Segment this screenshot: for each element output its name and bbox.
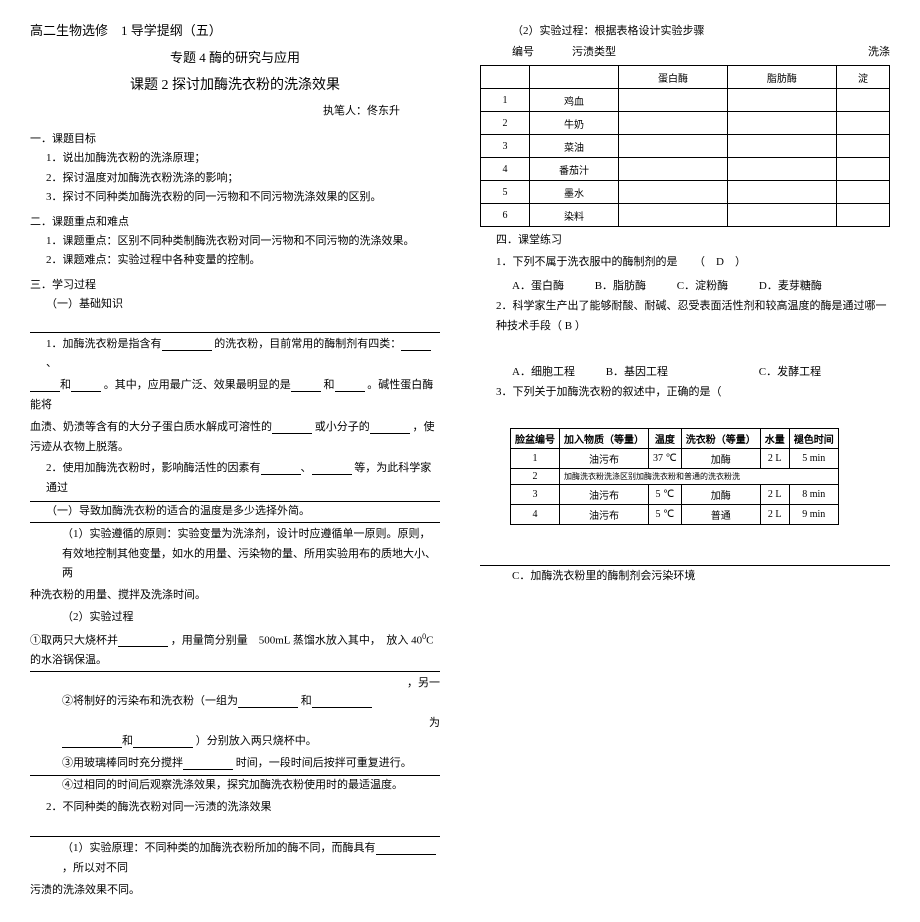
enzyme-2: 脂肪酶 [727,66,836,89]
q1-line1: 1．加酶洗衣粉是指含有 的洗衣粉，目前常用的酶制剂有四类：、 [30,335,440,375]
q1-choices: A．蛋白酶 B．脂肪酶 C．淀粉酶 D．麦芽糖酶 [480,277,890,293]
col-stain: 污渍类型 [572,44,652,62]
q1-a: A．蛋白酶 [512,280,564,292]
author: 执笔人：佟东升 [30,102,440,118]
s1-2: 2．探讨温度对加酶洗衣粉洗涤的影响； [30,170,440,188]
experiment-table: 脸盆编号 加入物质（等量） 温度 洗衣粉（等量） 水量 褪色时间 1 油污布 3… [510,428,839,525]
table-row: 2 加酶洗衣粉洗涤区别加酶洗衣粉和普通的洗衣粉洗 [511,469,839,485]
stain-table: 蛋白酶 脂肪酶 淀 1鸡血 2牛奶 3菜油 4番茄汁 5墨水 6染料 [480,65,890,227]
exp-proc: （2）实验过程：根据表格设计实验步骤 [480,22,890,42]
answer-c: C．加酶洗衣粉里的酶制剂会污染环境 [480,565,890,586]
s3-1: （一）基础知识 [30,296,440,314]
step4: ④过相同的时间后观察洗涤效果，探究加酶洗衣粉使用时的最适温度。 [30,775,440,796]
s2b: 和 [301,695,312,707]
s2a: ②将制好的污染布和洗衣粉（一组为 [62,695,238,707]
table-row: 4 油污布 5 ℃ 普通 2 L 9 min [511,505,839,525]
step1: ①取两只大烧杯并 ，用量筒分别量 500mL 蒸馏水放入其中， 放入 400C … [30,630,440,672]
left-column: 高二生物选修 1 导学提纲（五） 专题 4 酶的研究与应用 课题 2 探讨加酶洗… [30,20,440,902]
section-4: 四．课堂练习 [480,231,890,251]
q2-line: 2．使用加酶洗衣粉时，影响酶活性的因素有、 等，为此科学家通过 [30,459,440,499]
exp1b: 种洗衣粉的用量、搅拌及洗涤时间。 [30,586,440,606]
rule-line-2 [30,820,440,837]
part2: 2．不同种类的酶洗衣粉对同一污渍的洗涤效果 [30,798,440,818]
right-column: （2）实验过程：根据表格设计实验步骤 编号 污渍类型 洗涤 蛋白酶 脂肪酶 淀 … [480,20,890,902]
enzyme-header-row: 蛋白酶 脂肪酶 淀 [481,66,890,89]
q2: 2．科学家生产出了能够耐酸、耐碱、忍受表面活性剂和较高温度的酶是通过哪一种技术手… [480,297,890,337]
table-row: 1 油污布 37 ℃ 加酶 2 L 5 min [511,449,839,469]
s1b: ，用量筒分别量 500mL 蒸馏水放入其中， 放入 40 [171,634,422,646]
q1: 1．下列不属于洗衣服中的酶制剂的是 （ D ） [480,253,890,273]
q2-c: C．发酵工程 [759,366,821,378]
q3-line: （一）导致加酶洗衣粉的适合的温度是多少选择外简。 [30,501,440,523]
s2-2: 2．课题难点：实验过程中各种变量的控制。 [30,252,440,270]
p21b: ，所以对不同 [62,862,128,874]
s3b: 时间，一段时间后按拌可重复进行。 [236,757,412,769]
s1-1: 1．说出加酶洗衣粉的洗涤原理； [30,150,440,168]
col-num: 编号 [512,44,572,62]
q1-g: 血渍、奶渍等含有的大分子蛋白质水解成可溶性的 [30,421,272,433]
q2-b: B．基因工程 [606,366,668,378]
step2-cont: 和 ）分别放入两只烧杯中。 [30,732,440,752]
s2-1: 1．课题重点：区别不同种类制酶洗衣粉对同一污物和不同污物的洗涤效果。 [30,233,440,251]
table-row: 2牛奶 [481,112,890,135]
s1a: ①取两只大烧杯并 [30,634,118,646]
q2-choices: A．细胞工程 B．基因工程 C．发酵工程 [480,363,890,379]
enzyme-1: 蛋白酶 [619,66,728,89]
p2-1: （1）实验原理：不同种类的加酶洗衣粉所加的酶不同，而酶具有 ，所以对不同 [30,839,440,879]
table-row: 3 油污布 5 ℃ 加酶 2 L 8 min [511,485,839,505]
q1-a: 1．加酶洗衣粉是指含有 [46,338,162,350]
table-row: 5墨水 [481,181,890,204]
table-header-row: 编号 污渍类型 洗涤 [480,44,890,62]
doc-header: 高二生物选修 1 导学提纲（五） [30,20,440,39]
q1-c: C．淀粉酶 [677,280,728,292]
enzyme-3: 淀 [836,66,889,89]
s2e: ）分别放入两只烧杯中。 [196,735,317,747]
exp1: （1）实验遵循的原则：实验变量为洗涤剂，设计时应遵循单一原则。原则，有效地控制其… [30,525,440,584]
table-row: 3菜油 [481,135,890,158]
q2-a: 2．使用加酶洗衣粉时，影响酶活性的因素有 [46,462,261,474]
exp-header: 脸盆编号 加入物质（等量） 温度 洗衣粉（等量） 水量 褪色时间 [511,429,839,449]
exp2: （2）实验过程 [30,608,440,628]
q1-d: D．麦芽糖酶 [759,280,822,292]
hang2: 为 [30,714,440,730]
section-2: 二．课题重点和难点 [30,213,440,229]
subject-title: 专题 4 酶的研究与应用 [30,47,440,66]
q1-b: B．脂肪酶 [595,280,646,292]
q3: 3．下列关于加酶洗衣粉的叙述中，正确的是（ [480,383,890,403]
col-wash: 洗涤 [652,44,890,62]
p2-2: 污渍的洗涤效果不同。 [30,881,440,901]
q1-e: 和 [324,379,335,391]
s1-3: 3．探讨不同种类加酶洗衣粉的同一污物和不同污物洗涤效果的区别。 [30,189,440,207]
table-row: 4番茄汁 [481,158,890,181]
table-row: 6染料 [481,204,890,227]
q1-c: 和 [60,379,71,391]
q1-line2: 和 。其中，应用最广泛、效果最明显的是 和 。碱性蛋白酶能将 [30,376,440,416]
q1-h: 或小分子的 [315,421,370,433]
q1-line3: 血渍、奶渍等含有的大分子蛋白质水解成可溶性的 或小分子的 ，使污迹从衣物上脱落。 [30,418,440,458]
step2: ②将制好的污染布和洗衣粉（一组为 和 [30,692,440,712]
q1-d: 。其中，应用最广泛、效果最明显的是 [104,379,291,391]
step3: ③用玻璃棒同时充分搅拌 时间，一段时间后按拌可重复进行。 [30,754,440,774]
table-row: 1鸡血 [481,89,890,112]
lesson-title: 课题 2 探讨加酶洗衣粉的洗涤效果 [30,74,440,94]
s2d: 和 [122,735,133,747]
p21a: （1）实验原理：不同种类的加酶洗衣粉所加的酶不同，而酶具有 [62,842,376,854]
section-3: 三．学习过程 [30,276,440,292]
hang1: ，另一 [30,674,440,690]
q2-a: A．细胞工程 [512,366,575,378]
rule-line [30,316,440,333]
section-1: 一．课题目标 [30,130,440,146]
s3a: ③用玻璃棒同时充分搅拌 [62,757,183,769]
q1-b: 的洗衣粉，目前常用的酶制剂有四类： [214,338,401,350]
